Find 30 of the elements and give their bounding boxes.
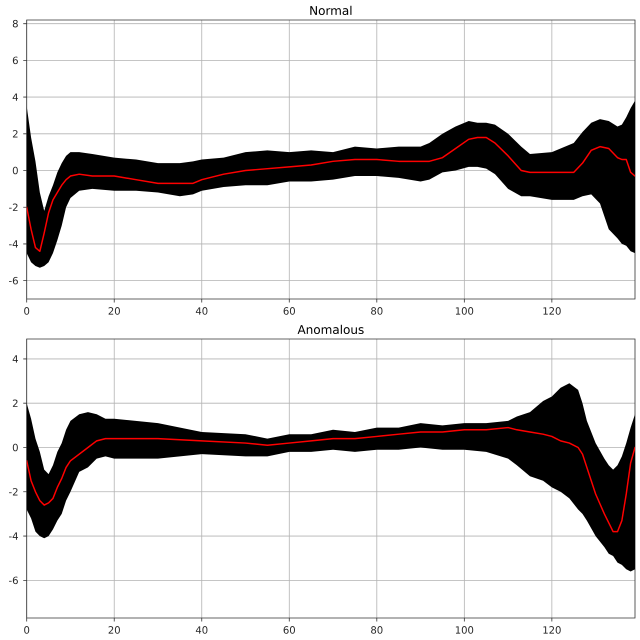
y-tick-label: -2: [9, 488, 18, 496]
x-tick-label: 80: [371, 307, 382, 315]
x-tick-label: 100: [456, 626, 474, 634]
y-tick-label: -6: [9, 276, 18, 284]
y-tick-label: 0: [12, 166, 18, 174]
x-tick-label: 40: [196, 626, 208, 634]
y-tick-label: 8: [12, 20, 18, 28]
x-tick-label: 60: [284, 626, 295, 634]
y-tick-label: -2: [9, 204, 18, 211]
y-tick-label: 2: [12, 399, 18, 407]
y-tick-label: 2: [12, 130, 18, 138]
y-tick-label: -6: [9, 576, 18, 584]
chart-title: Normal: [310, 6, 352, 16]
x-tick-label: 80: [371, 626, 382, 634]
y-tick-label: 0: [12, 444, 18, 452]
x-tick-label: 120: [543, 307, 561, 315]
x-tick-label: 0: [24, 307, 30, 315]
y-tick-label: 4: [12, 355, 18, 363]
y-tick-label: -4: [9, 240, 18, 248]
y-tick-label: 6: [12, 56, 18, 64]
x-tick-label: 20: [108, 626, 120, 634]
x-tick-label: 120: [543, 626, 561, 634]
x-tick-label: 0: [24, 626, 30, 634]
x-tick-label: 20: [108, 307, 120, 315]
x-tick-label: 100: [456, 307, 474, 315]
x-tick-label: 40: [196, 307, 208, 315]
x-tick-label: 60: [284, 307, 295, 315]
chart-title: Anomalous: [298, 324, 364, 334]
y-tick-label: 4: [12, 93, 18, 101]
y-tick-label: -4: [9, 532, 18, 540]
